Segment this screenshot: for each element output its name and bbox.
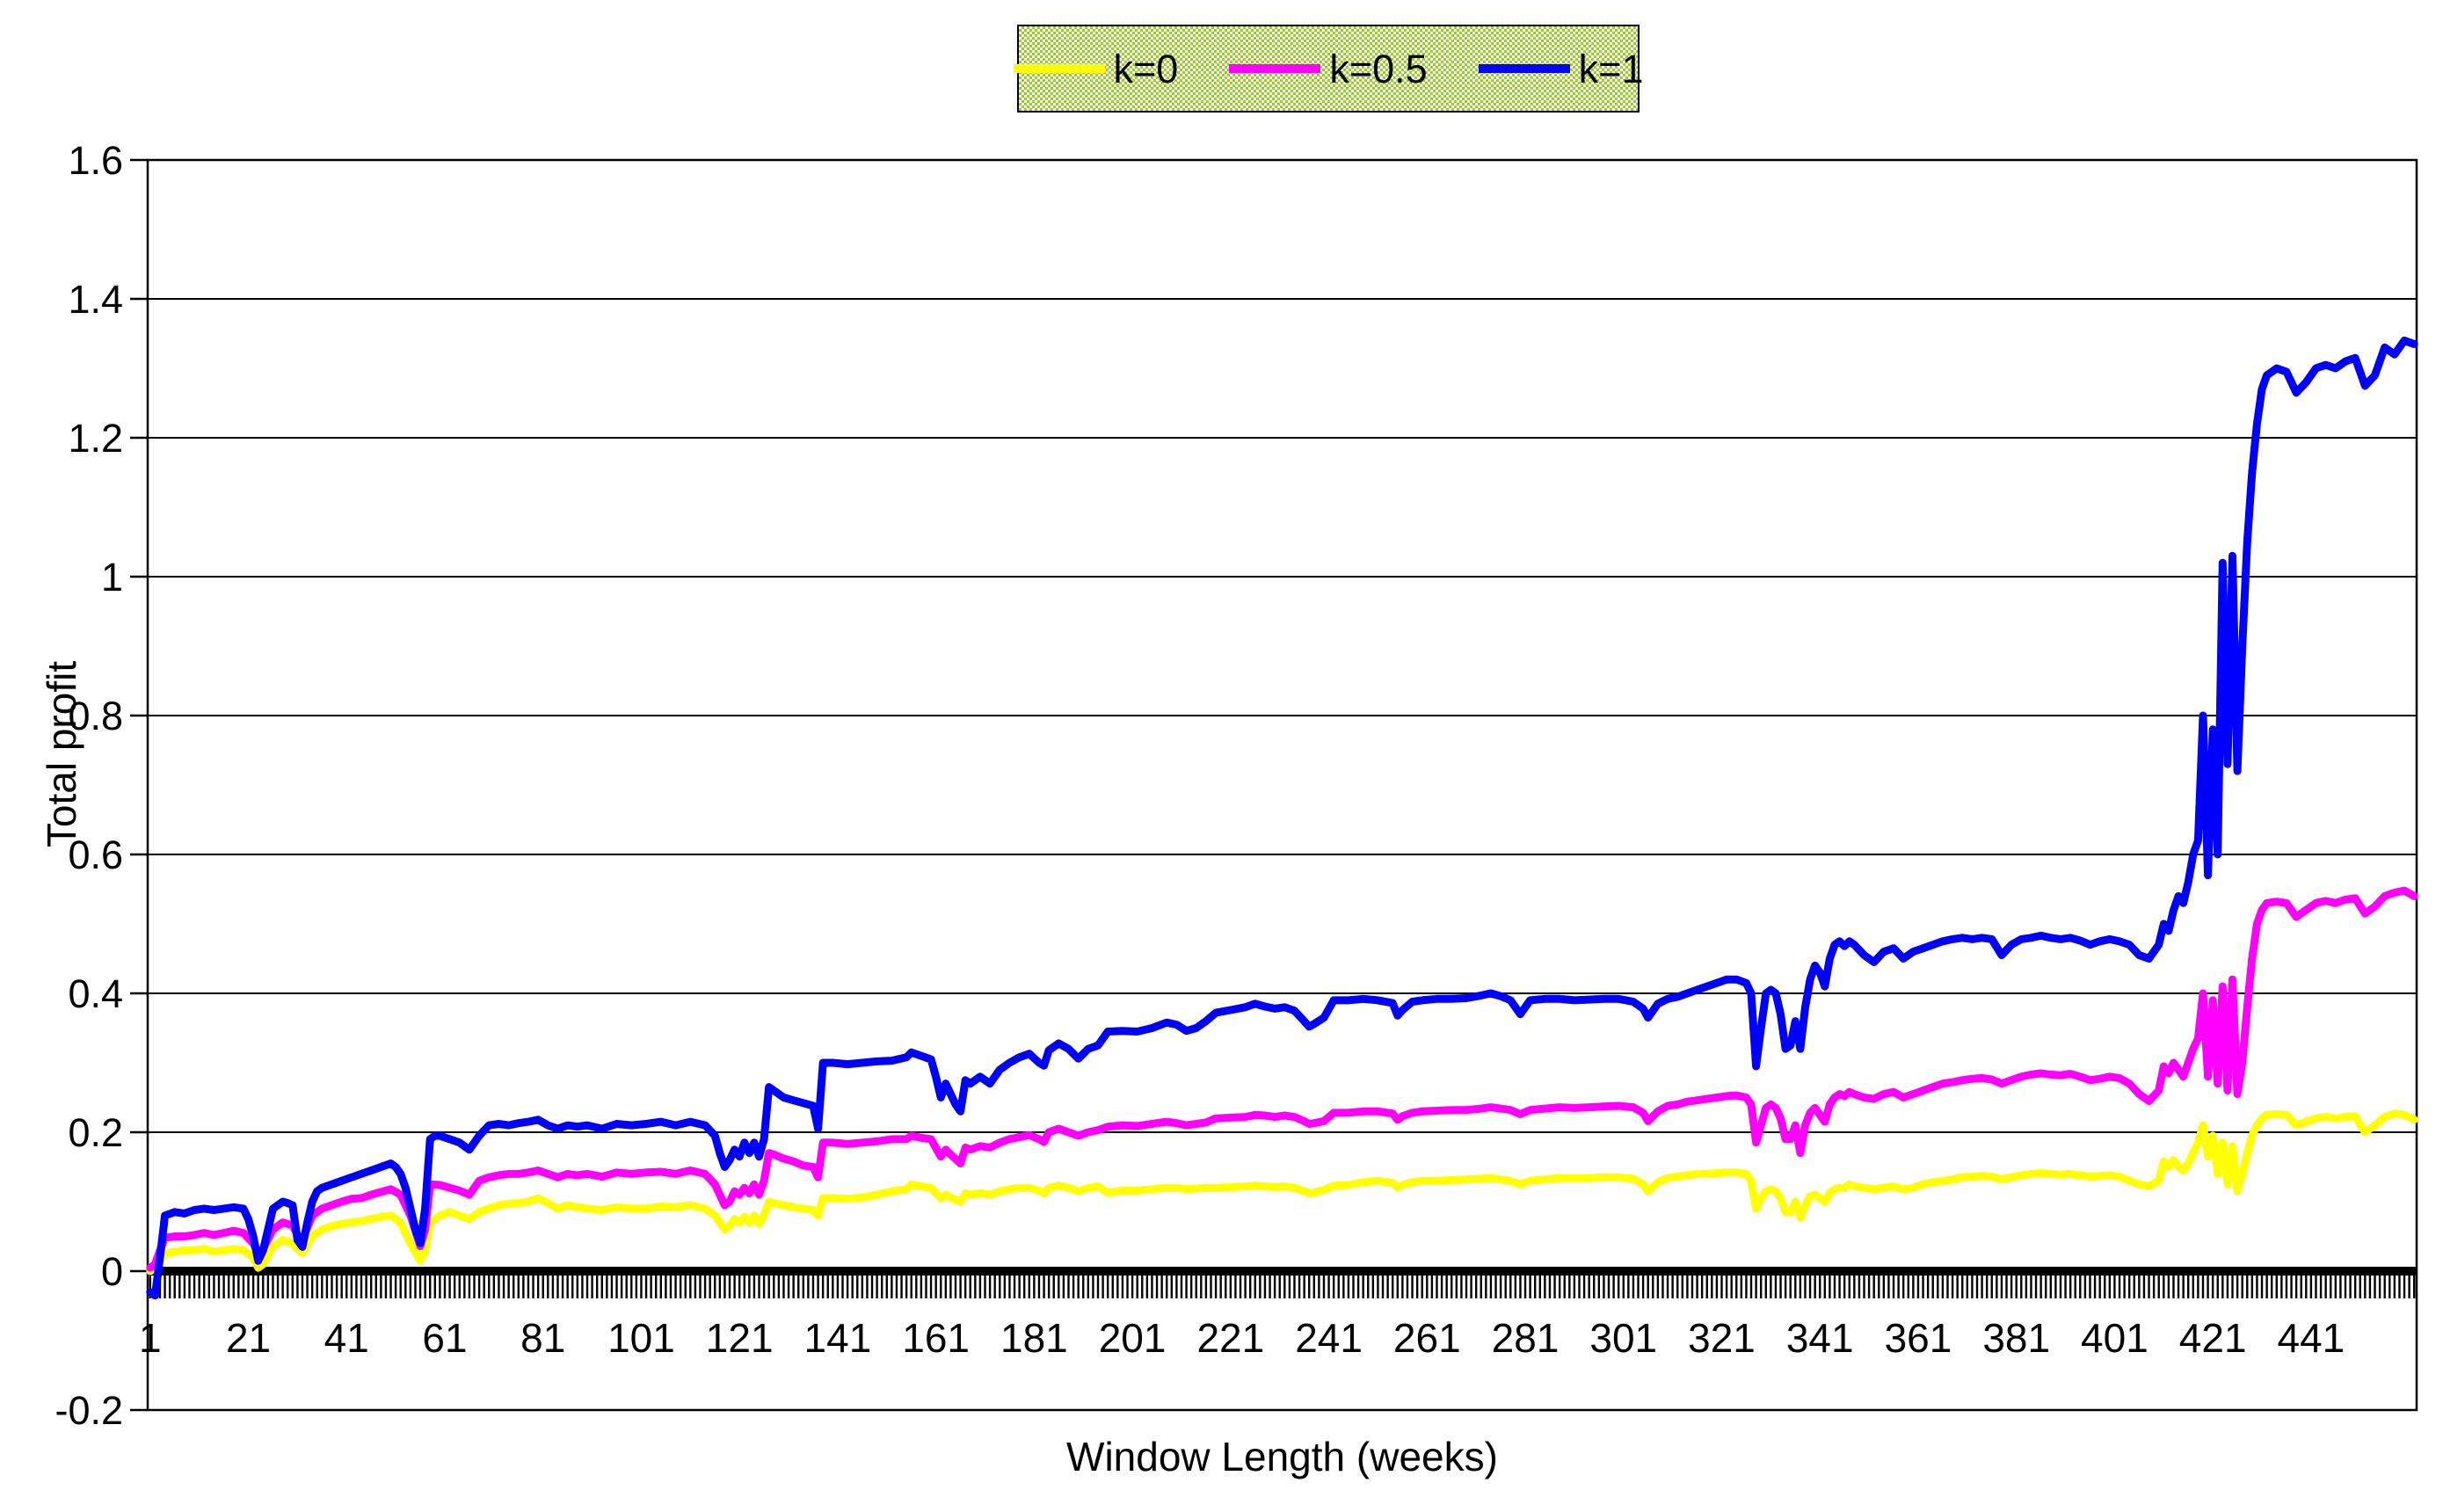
y-axis-title: Total profit (39, 660, 84, 848)
x-tick-label: 381 (1982, 1315, 2050, 1361)
x-tick-label: 1 (139, 1315, 162, 1361)
x-tick-label: 441 (2278, 1315, 2345, 1361)
y-tick-label: 1.4 (68, 277, 123, 322)
x-tick-label: 341 (1786, 1315, 1854, 1361)
legend-line-sample-k1 (1478, 64, 1570, 73)
legend-label-k1: k=1 (1578, 46, 1644, 91)
x-tick-label: 221 (1196, 1315, 1264, 1361)
x-tick-label: 141 (804, 1315, 872, 1361)
x-tick-label: 281 (1492, 1315, 1560, 1361)
x-tick-label: 241 (1295, 1315, 1363, 1361)
series-line-k05 (146, 886, 2418, 1272)
x-tick-label: 201 (1099, 1315, 1167, 1361)
y-tick-label: 0 (101, 1249, 123, 1294)
legend: k=0 k=0.5 k=1 (1013, 25, 1643, 113)
legend-label-k05: k=0.5 (1329, 46, 1428, 91)
plot-border (146, 158, 2418, 1412)
series-line-k0 (146, 1109, 2418, 1276)
x-tick-label: 401 (2081, 1315, 2149, 1361)
legend-line-sample-k0 (1013, 64, 1105, 73)
x-tick-label: 21 (226, 1315, 271, 1361)
y-tick-label: 1 (101, 555, 123, 600)
legend-item-k1: k=1 (1478, 46, 1644, 91)
x-tick-label: 61 (422, 1315, 467, 1361)
x-tick-label: 121 (706, 1315, 774, 1361)
y-tick-label: 0.2 (68, 1110, 123, 1155)
y-tick-label: 0.4 (68, 971, 123, 1016)
x-tick-label: 261 (1393, 1315, 1461, 1361)
x-axis-title: Window Length (weeks) (1066, 1434, 1498, 1479)
x-tick-label: 301 (1589, 1315, 1657, 1361)
y-tick-label: -0.2 (55, 1388, 123, 1433)
legend-item-k05: k=0.5 (1229, 46, 1428, 91)
x-tick-label: 181 (1000, 1315, 1068, 1361)
y-tick-label: 1.2 (68, 416, 123, 461)
legend-line-sample-k05 (1229, 64, 1321, 73)
x-tick-label: 421 (2179, 1315, 2247, 1361)
x-tick-label: 161 (902, 1315, 970, 1361)
y-tick-label: 0.6 (68, 832, 123, 877)
x-tick-label: 361 (1885, 1315, 1952, 1361)
x-tick-label: 321 (1688, 1315, 1756, 1361)
x-tick-label: 101 (607, 1315, 675, 1361)
x-tick-label: 41 (324, 1315, 369, 1361)
series-line-k1 (146, 336, 2418, 1300)
y-tick-label: 1.6 (68, 138, 123, 183)
x-tick-label: 81 (520, 1315, 565, 1361)
legend-item-k0: k=0 (1013, 46, 1179, 91)
y-tick-label: 0.8 (68, 694, 123, 738)
legend-label-k0: k=0 (1113, 46, 1179, 91)
